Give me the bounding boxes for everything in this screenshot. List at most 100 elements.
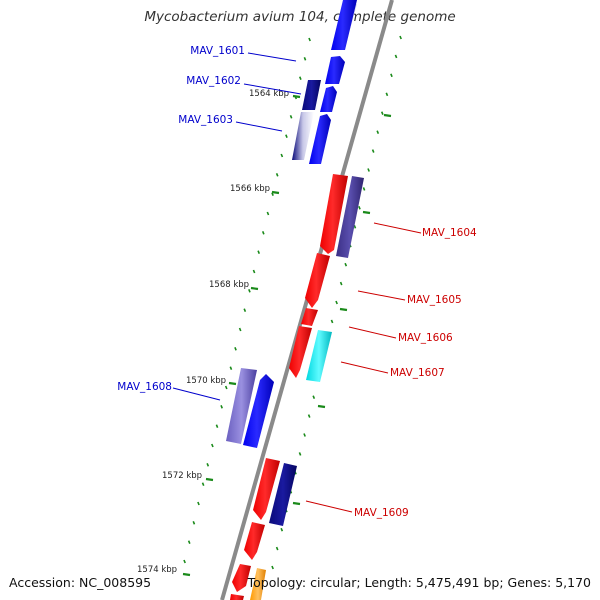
- tick-mark: [317, 404, 326, 409]
- gene-MAV_1603: [309, 114, 331, 164]
- tick-dot: [257, 250, 261, 254]
- tick-dot: [252, 269, 256, 274]
- tick-dot: [312, 395, 316, 399]
- tick-dot: [308, 37, 311, 42]
- tick-dot: [298, 76, 302, 80]
- gene-label-MAV_1601: MAV_1601: [190, 45, 245, 57]
- gene-label-MAV_1608: MAV_1608: [117, 381, 172, 393]
- tick-dot: [330, 319, 334, 324]
- tick-dot: [280, 153, 284, 158]
- gene-MAV_1602: [320, 86, 337, 112]
- leader-MAV_1606: [348, 326, 397, 339]
- leader-MAV_1608: [172, 387, 221, 401]
- tick-mark: [271, 190, 280, 195]
- gene-MAV_1610: [244, 522, 265, 560]
- tick-label-1566: 1566 kbp: [230, 184, 270, 194]
- tick-mark: [205, 477, 214, 482]
- gene-MAV_1601: [325, 56, 345, 84]
- tick-dot: [358, 206, 361, 210]
- tick-dot: [201, 482, 205, 486]
- gene-label-MAV_1605: MAV_1605: [407, 294, 462, 306]
- gene-MAV_1603-left: [292, 112, 314, 160]
- leader-MAV_1601: [247, 52, 297, 62]
- map-title: Mycobacterium avium 104, complete genome: [144, 9, 456, 25]
- tick-dot: [376, 130, 380, 134]
- gene-MAV_1607: [306, 330, 332, 382]
- tick-dot: [234, 347, 237, 351]
- tick-dot: [275, 173, 279, 177]
- tick-dot: [275, 546, 279, 551]
- tick-dot: [353, 224, 357, 229]
- tick-dot: [385, 92, 389, 97]
- tick-label-1570: 1570 kbp: [186, 376, 226, 386]
- label-leaders: [172, 52, 422, 513]
- tick-dot: [303, 57, 307, 61]
- tick-dot: [197, 501, 200, 506]
- gene-MAV_1611: [232, 564, 251, 592]
- gene-label-MAV_1603: MAV_1603: [178, 114, 233, 126]
- tick-dot: [224, 385, 228, 390]
- gene-MAV_1608: [243, 374, 274, 448]
- tick-mark: [292, 501, 301, 506]
- gene-MAV_1605: [305, 253, 330, 308]
- tick-mark: [228, 381, 237, 386]
- gene-label-MAV_1607: MAV_1607: [390, 367, 445, 379]
- tick-label-1572: 1572 kbp: [162, 471, 202, 481]
- tick-dot: [248, 289, 251, 293]
- tick-dot: [394, 54, 398, 59]
- tick-dot: [229, 366, 233, 370]
- tick-dot: [271, 192, 274, 196]
- leader-MAV_1604: [373, 222, 422, 234]
- tick-dot: [285, 134, 288, 138]
- gene-label-MAV_1602: MAV_1602: [186, 75, 241, 87]
- gene-label-MAV_1606: MAV_1606: [398, 332, 453, 344]
- gene-MAV_1608-left: [226, 368, 257, 444]
- gene-label-MAV_1604: MAV_1604: [422, 227, 477, 239]
- tick-label-1564: 1564 kbp: [249, 89, 289, 99]
- tick-mark: [383, 113, 392, 118]
- gene-MAV_1607-left: [289, 326, 312, 378]
- tick-dot: [335, 300, 338, 305]
- tick-mark: [362, 210, 371, 215]
- tick-dot: [390, 73, 393, 78]
- gene-MAV_1612: [250, 568, 266, 600]
- leader-MAV_1602: [243, 83, 302, 95]
- tick-mark: [182, 572, 191, 577]
- gene-track: [226, 0, 364, 600]
- tick-dot: [183, 559, 186, 564]
- tick-dot: [211, 443, 214, 448]
- tick-dot: [362, 187, 366, 191]
- tick-dot: [298, 452, 302, 456]
- tick-dot: [380, 111, 384, 116]
- tick-dot: [266, 211, 270, 216]
- gene-MAV_1606: [301, 308, 318, 326]
- genome-stats-text: Topology: circular; Length: 5,475,491 bp…: [247, 575, 591, 590]
- tick-dot: [303, 433, 306, 437]
- tick-dot: [271, 565, 274, 570]
- gene-label-MAV_1609: MAV_1609: [354, 507, 409, 519]
- tick-dot: [206, 463, 210, 467]
- gene-MAV_1602-left: [302, 80, 321, 110]
- tick-dot: [192, 521, 196, 525]
- tick-mark: [339, 307, 348, 312]
- gene-MAV_1613: [230, 594, 244, 600]
- tick-dot: [280, 527, 284, 532]
- tick-dot: [238, 327, 242, 332]
- tick-dot: [339, 281, 343, 286]
- tick-dot: [289, 115, 293, 119]
- tick-dot: [243, 308, 247, 312]
- leader-MAV_1605: [357, 290, 406, 301]
- leader-MAV_1609: [305, 500, 353, 513]
- gene-MAV_1604-left: [320, 174, 348, 254]
- scale-ticks: 1564 kbp 1566 kbp 1568 kbp 1570 kbp 1572…: [137, 89, 392, 577]
- gene-MAV_1601-arrow: [331, 0, 357, 50]
- tick-mark: [250, 286, 259, 291]
- tick-dot: [367, 168, 370, 172]
- leader-MAV_1603: [235, 121, 283, 132]
- tick-dot: [307, 414, 311, 418]
- tick-dot: [220, 405, 223, 409]
- tick-label-1574: 1574 kbp: [137, 565, 177, 575]
- gene-MAV_1609: [269, 463, 297, 526]
- tick-dot: [399, 35, 402, 40]
